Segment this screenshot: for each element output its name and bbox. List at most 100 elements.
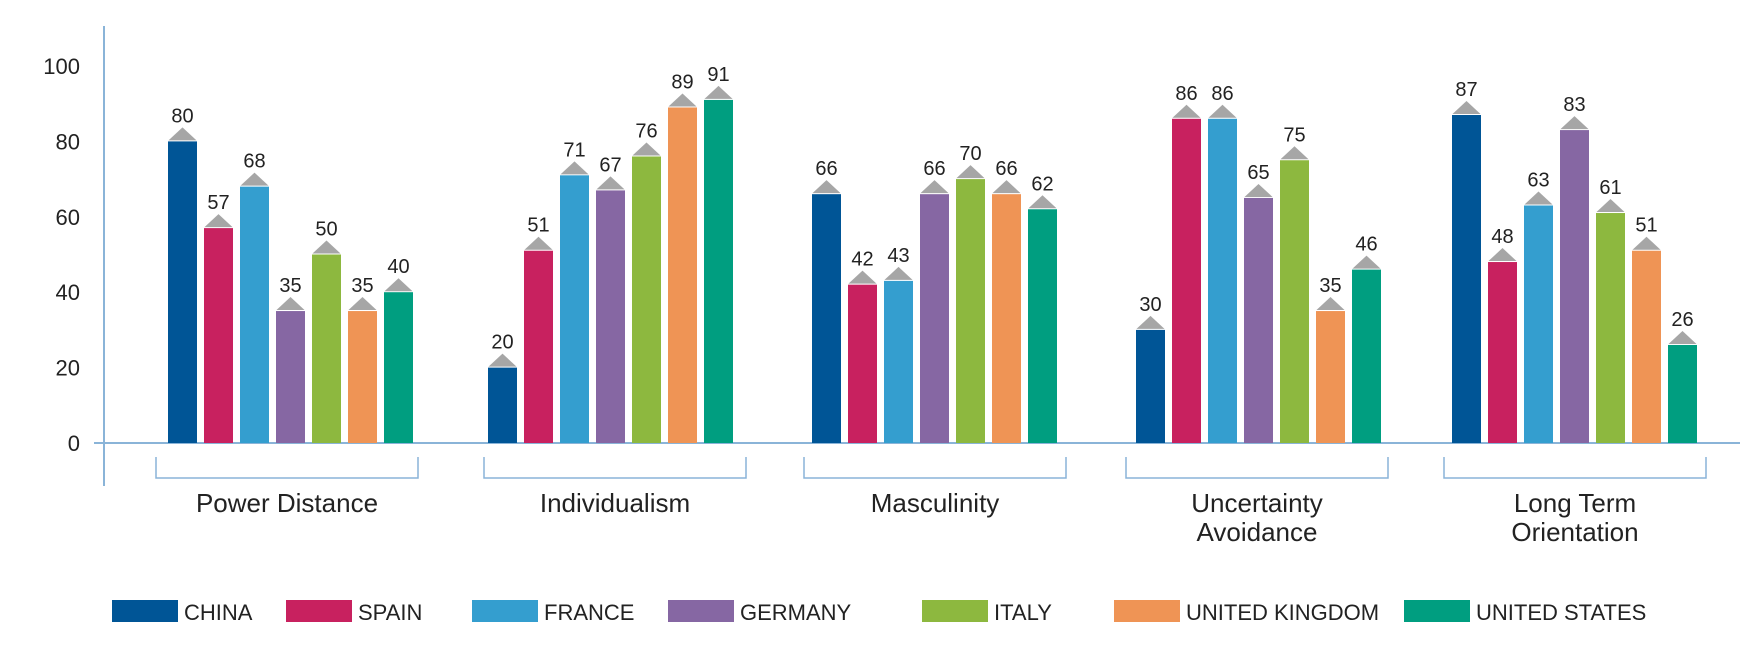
bar — [384, 292, 413, 443]
bar-marker — [596, 176, 625, 190]
category-bracket — [483, 457, 747, 479]
legend-label: FRANCE — [544, 600, 634, 625]
bar-marker — [240, 172, 269, 186]
category-label: Masculinity — [871, 488, 1000, 518]
category-bracket — [1443, 457, 1707, 479]
legend-label: UNITED KINGDOM — [1186, 600, 1379, 625]
bar-marker — [1244, 183, 1273, 197]
legend-swatch — [112, 600, 178, 622]
data-label: 75 — [1283, 124, 1305, 146]
bar — [704, 99, 733, 444]
data-label: 86 — [1211, 83, 1233, 105]
category-bracket — [803, 457, 1067, 479]
legend-label: SPAIN — [358, 600, 422, 625]
bar — [1316, 311, 1345, 443]
bar-marker — [1632, 236, 1661, 250]
legend-item: FRANCE — [472, 600, 634, 625]
category-group: 30 86 86 65 75 35 46 — [1136, 83, 1381, 443]
bar — [524, 250, 553, 443]
bar — [1596, 213, 1625, 443]
bar — [488, 367, 517, 443]
bar-marker — [668, 93, 697, 107]
data-label: 35 — [351, 275, 373, 297]
legend-item: CHINA — [112, 600, 253, 625]
bar-marker — [812, 180, 841, 194]
bar — [884, 280, 913, 443]
legend-swatch — [1404, 600, 1470, 622]
bar — [812, 194, 841, 443]
bar-marker — [1560, 116, 1589, 130]
data-label: 40 — [387, 256, 409, 278]
bar-marker — [956, 165, 985, 179]
bar-marker — [1280, 146, 1309, 160]
bar — [1208, 118, 1237, 443]
data-label: 65 — [1247, 162, 1269, 184]
data-label: 89 — [671, 71, 693, 93]
data-label: 48 — [1491, 226, 1513, 248]
bar — [240, 186, 269, 443]
bar — [1280, 160, 1309, 443]
bar-marker — [1524, 191, 1553, 205]
bar — [848, 284, 877, 443]
data-label: 71 — [563, 139, 585, 161]
bar — [204, 228, 233, 443]
category-label: Power Distance — [196, 488, 378, 518]
category-label: Individualism — [540, 488, 690, 518]
data-label: 51 — [1635, 215, 1657, 237]
data-label: 30 — [1139, 294, 1161, 316]
bar — [348, 311, 377, 443]
bar — [632, 156, 661, 444]
legend-item: UNITED KINGDOM — [1114, 600, 1379, 625]
bar-marker — [1668, 330, 1697, 344]
bar-marker — [1488, 248, 1517, 262]
legend-label: GERMANY — [740, 600, 852, 625]
data-label: 83 — [1563, 94, 1585, 116]
legend-item: ITALY — [922, 600, 1052, 625]
y-axis-ticks: 0 20 40 60 80 100 — [43, 54, 80, 456]
bar — [1352, 269, 1381, 443]
bar — [668, 107, 697, 443]
data-label: 61 — [1599, 177, 1621, 199]
data-label: 46 — [1355, 234, 1377, 256]
data-label: 20 — [491, 332, 513, 354]
legend: CHINA SPAIN FRANCE GERMANY ITALY UNITED KINGD… — [112, 600, 1646, 625]
legend-swatch — [1114, 600, 1180, 622]
data-label: 66 — [995, 158, 1017, 180]
bar-marker — [632, 142, 661, 156]
data-label: 91 — [707, 64, 729, 86]
data-label: 50 — [315, 219, 337, 241]
bar-marker — [204, 214, 233, 228]
category-label: Long Term — [1514, 488, 1636, 518]
legend-item: SPAIN — [286, 600, 422, 625]
bar — [920, 194, 949, 443]
bar-marker — [1352, 255, 1381, 269]
bar — [560, 175, 589, 443]
data-label: 57 — [207, 192, 229, 214]
y-tick-label: 40 — [56, 280, 80, 305]
bar-marker — [848, 270, 877, 284]
data-label: 86 — [1175, 83, 1197, 105]
category-bracket — [155, 457, 419, 479]
bar — [1632, 250, 1661, 443]
bar — [312, 254, 341, 443]
bar-marker — [884, 266, 913, 280]
bar — [1488, 262, 1517, 443]
bar-marker — [1452, 101, 1481, 115]
category-brackets: Power Distance Individualism Masculinity Un… — [155, 457, 1707, 547]
data-label: 68 — [243, 151, 265, 173]
bar-marker — [1172, 104, 1201, 118]
data-label: 51 — [527, 215, 549, 237]
bar — [956, 179, 985, 443]
category-group: 87 48 63 83 61 51 26 — [1452, 79, 1697, 443]
bar-marker — [168, 127, 197, 141]
category-label: Orientation — [1511, 517, 1638, 547]
legend-swatch — [472, 600, 538, 622]
bar-marker — [992, 180, 1021, 194]
bar — [1028, 209, 1057, 443]
bar-marker — [1028, 195, 1057, 209]
bar-marker — [920, 180, 949, 194]
bar — [1668, 344, 1697, 443]
